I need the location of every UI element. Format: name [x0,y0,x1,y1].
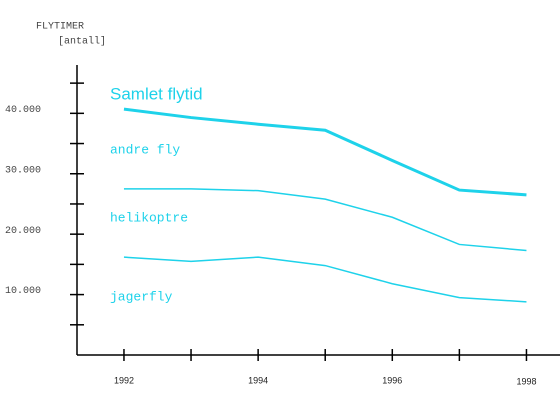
y-axis-unit: [antall] [58,36,106,48]
y-tick-label: 20.000 [5,226,41,237]
series-line [123,256,527,303]
y-axis-label: FLYTIMER [36,22,84,33]
x-tick-label: 1998 [516,376,536,386]
x-tick-label: 1992 [114,375,134,385]
series-label: jagerfly [110,289,173,304]
series-line [123,107,527,197]
series-label: andre fly [110,142,180,157]
total-label: Samlet flytid [110,84,203,103]
x-tick-label: 1994 [248,375,268,385]
y-tick-label: 10.000 [5,286,41,297]
y-tick-label: 40.000 [5,105,41,116]
x-tick-label: 1996 [382,375,402,385]
series-line [123,188,527,252]
series-label: helikoptre [110,210,188,225]
y-tick-label: 30.000 [5,165,41,176]
